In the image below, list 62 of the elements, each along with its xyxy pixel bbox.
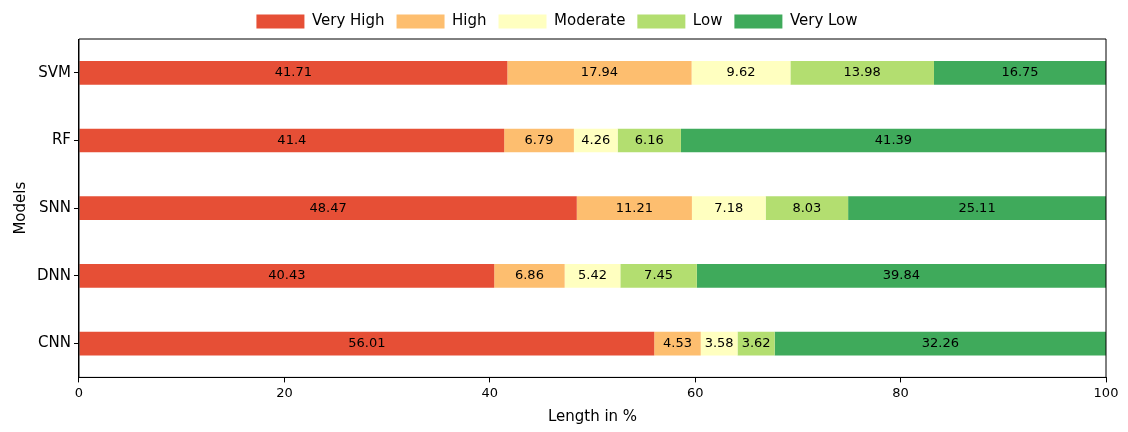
x-tick-label: 100 bbox=[1093, 384, 1119, 400]
data-label: 39.84 bbox=[882, 267, 921, 283]
data-label: 7.45 bbox=[644, 267, 674, 283]
legend-label: Very Low bbox=[789, 11, 858, 30]
bar bbox=[790, 61, 934, 85]
data-label: 11.21 bbox=[615, 199, 653, 215]
data-label: 48.47 bbox=[309, 199, 347, 215]
data-label: 13.98 bbox=[843, 64, 881, 80]
y-tick-label: DNN bbox=[36, 265, 71, 284]
bar bbox=[620, 264, 697, 288]
bar bbox=[691, 196, 766, 221]
legend-label: Low bbox=[692, 11, 723, 30]
data-label: 4.26 bbox=[581, 131, 611, 147]
x-tick-label: 40 bbox=[481, 384, 499, 400]
x-tick-label: 0 bbox=[74, 384, 84, 400]
bar bbox=[79, 264, 495, 288]
data-label: 41.4 bbox=[277, 131, 307, 147]
data-label: 40.43 bbox=[268, 267, 306, 283]
bar bbox=[774, 331, 1106, 356]
data-label: 16.75 bbox=[1001, 64, 1039, 80]
data-label: 8.03 bbox=[792, 199, 822, 215]
x-tick-label: 60 bbox=[686, 384, 704, 400]
x-tick-label: 20 bbox=[276, 384, 293, 400]
y-tick-label: SNN bbox=[39, 198, 71, 217]
data-label: 6.16 bbox=[634, 131, 664, 147]
data-label: 32.26 bbox=[921, 334, 959, 350]
data-label: 41.39 bbox=[874, 131, 913, 147]
legend-label: Moderate bbox=[554, 11, 626, 30]
x-tick-label: 80 bbox=[892, 384, 909, 400]
data-label: 9.62 bbox=[726, 64, 756, 80]
legend-label: Very High bbox=[311, 11, 385, 30]
x-axis-title: Length in % bbox=[547, 406, 638, 425]
data-label: 6.86 bbox=[514, 267, 544, 283]
data-label: 3.62 bbox=[741, 334, 771, 350]
bar bbox=[691, 61, 791, 85]
data-label: 56.01 bbox=[348, 334, 386, 350]
data-label: 17.94 bbox=[580, 64, 619, 80]
data-label: 25.11 bbox=[958, 199, 996, 215]
data-label: 5.42 bbox=[578, 267, 607, 283]
bar bbox=[564, 264, 621, 288]
data-label: 4.53 bbox=[663, 334, 692, 350]
y-tick-label: CNN bbox=[38, 333, 71, 352]
bar bbox=[848, 196, 1106, 221]
data-label: 6.79 bbox=[524, 131, 554, 147]
bar bbox=[494, 264, 565, 288]
y-axis-title: Models bbox=[10, 181, 29, 235]
bar bbox=[680, 128, 1106, 153]
bar bbox=[696, 264, 1106, 288]
bar bbox=[507, 61, 692, 85]
bar bbox=[79, 196, 577, 221]
bar bbox=[933, 61, 1106, 85]
bar bbox=[576, 196, 692, 221]
data-label: 7.18 bbox=[714, 199, 744, 215]
bar bbox=[79, 128, 505, 153]
y-tick-label: RF bbox=[51, 130, 71, 149]
y-tick-label: SVM bbox=[38, 62, 71, 81]
legend-label: High bbox=[452, 11, 487, 30]
data-label: 3.58 bbox=[704, 334, 734, 350]
bar bbox=[765, 196, 849, 221]
data-label: 41.71 bbox=[274, 64, 313, 80]
bar bbox=[79, 331, 655, 356]
bar bbox=[79, 61, 508, 85]
